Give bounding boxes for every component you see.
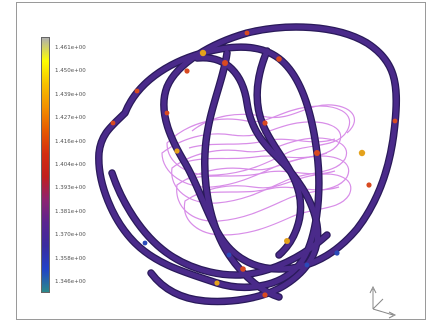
legend-color-bar [41,37,50,293]
legend-label: 1.404e+00 [55,162,86,168]
legend-label: 1.358e+00 [55,255,86,262]
render-frame: 1.461e+00 1.450e+00 1.439e+00 1.427e+00 1.41… [16,2,426,320]
axis-triad-icon [369,285,397,319]
legend-label: 1.450e+00 [55,68,86,75]
color-legend: 1.461e+00 1.450e+00 1.439e+00 1.427e+00 1.41… [41,37,101,293]
legend-label: 1.370e+00 [55,232,86,239]
legend-label: 1.439e+00 [55,91,86,98]
legend-label: 1.393e+00 [55,185,86,192]
value-hotspots [110,30,398,298]
tube-loops [95,23,401,306]
legend-label: 1.416e+00 [55,138,86,145]
legend-label: 1.461e+00 [55,45,86,51]
legend-label: 1.381e+00 [55,208,86,215]
3d-viewport[interactable] [17,3,425,319]
legend-label: 1.427e+00 [55,115,86,122]
legend-label: 1.346e+00 [55,279,86,285]
